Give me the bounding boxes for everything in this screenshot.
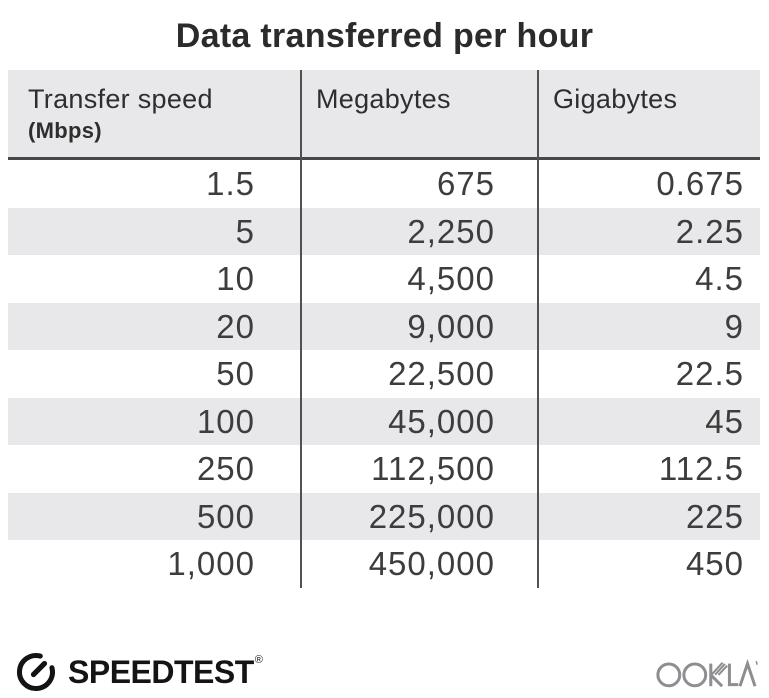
speedtest-wordmark: SPEEDTEST: [68, 653, 254, 690]
cell-megabytes: 225,000: [368, 497, 495, 535]
table-row: 1,000 450,000 450: [8, 540, 760, 588]
cell-megabytes: 22,500: [388, 355, 495, 392]
cell-transfer-speed: 5: [235, 212, 255, 250]
cell-gigabytes: 45: [705, 402, 744, 440]
cell-megabytes: 450,000: [368, 545, 495, 582]
header-transfer-speed: Transfer speed (Mbps): [8, 70, 301, 157]
cell-gigabytes: 2.25: [675, 212, 744, 250]
cell-megabytes: 9,000: [407, 307, 495, 345]
table-row: 10 4,500 4.5: [8, 255, 760, 303]
cell-gigabytes: 0.675: [656, 165, 744, 202]
cell-transfer-speed: 100: [196, 402, 255, 440]
header-megabytes-label: Megabytes: [316, 84, 451, 114]
cell-megabytes: 112,500: [371, 450, 495, 487]
cell-gigabytes: 225: [685, 497, 744, 535]
table-row: 100 45,000 45: [8, 397, 760, 445]
cell-transfer-speed: 1.5: [206, 165, 255, 202]
cell-megabytes: 675: [436, 165, 495, 202]
cell-transfer-speed: 500: [196, 497, 255, 535]
cell-transfer-speed: 50: [216, 355, 255, 392]
ookla-logo: [656, 657, 759, 694]
page-title: Data transferred per hour: [175, 17, 594, 55]
column-divider: [300, 70, 302, 588]
header-gigabytes-label: Gigabytes: [553, 84, 678, 114]
cell-transfer-speed: 20: [216, 307, 255, 345]
cell-transfer-speed: 1,000: [167, 545, 255, 582]
header-transfer-speed-label: Transfer speed: [28, 84, 213, 114]
table-row: 1.5 675 0.675: [8, 160, 760, 208]
table-row: 500 225,000 225: [8, 492, 760, 540]
data-table: Transfer speed (Mbps) Megabytes Gigabyte…: [8, 70, 760, 588]
cell-gigabytes: 22.5: [675, 355, 744, 392]
table-body: 1.5 675 0.675 5 2,250 2.25 10 4,500 4.5 …: [8, 160, 760, 588]
table-row: 50 22,500 22.5: [8, 350, 760, 398]
cell-transfer-speed: 250: [196, 450, 255, 487]
cell-gigabytes: 4.5: [695, 260, 744, 297]
registered-trademark-icon: ®: [254, 654, 263, 666]
header-transfer-speed-unit: (Mbps): [28, 118, 102, 143]
cell-megabytes: 2,250: [407, 212, 495, 250]
header-megabytes: Megabytes: [301, 70, 538, 157]
header-gigabytes: Gigabytes: [538, 70, 760, 157]
table-header-row: Transfer speed (Mbps) Megabytes Gigabyte…: [8, 70, 760, 160]
cell-gigabytes: 9: [724, 307, 744, 345]
table-row: 250 112,500 112.5: [8, 445, 760, 493]
column-divider: [537, 70, 539, 588]
table-row: 5 2,250 2.25: [8, 207, 760, 255]
cell-transfer-speed: 10: [216, 260, 255, 297]
cell-gigabytes: 450: [685, 545, 744, 582]
speedtest-gauge-icon: [16, 653, 55, 692]
ookla-wordmark-icon: [656, 658, 758, 688]
table-row: 20 9,000 9: [8, 302, 760, 350]
cell-megabytes: 4,500: [407, 260, 495, 297]
speedtest-logo: SPEEDTEST ®: [14, 650, 263, 694]
cell-megabytes: 45,000: [388, 402, 495, 440]
cell-gigabytes: 112.5: [658, 450, 744, 487]
